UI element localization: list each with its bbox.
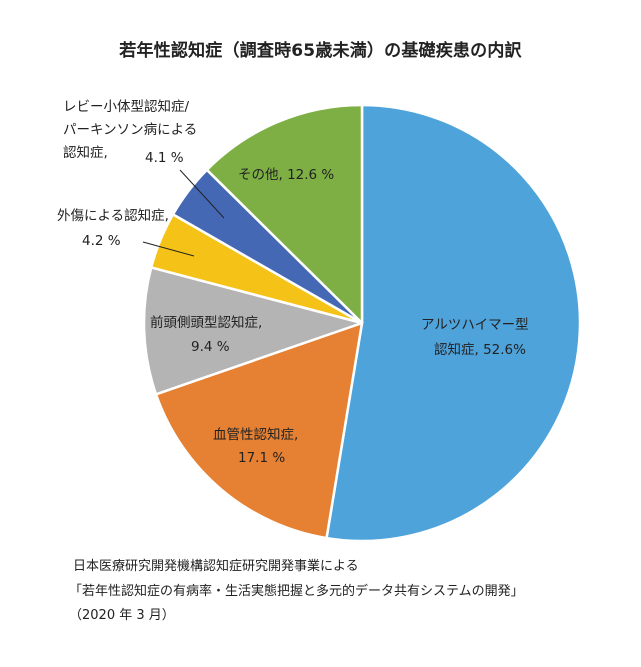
pie-slice	[142, 266, 364, 396]
label-alzheimer-line2: 認知症, 52.6%	[434, 342, 526, 358]
label-trauma-line2: 4.2 %	[82, 233, 121, 249]
label-other: その他, 12.6 %	[238, 167, 335, 183]
source-line2: 「若年性認知症の有病率・生活実態把握と多元的データ共有システムの開発」	[69, 584, 524, 599]
label-lewy-line1: レビー小体型認知症/	[63, 99, 190, 115]
label-ftd-line1: 前頭側頭型認知症,	[150, 315, 263, 331]
label-ftd-line2: 9.4 %	[191, 339, 230, 355]
label-lewy-pct: 4.1 %	[145, 150, 184, 166]
pie-slice	[205, 103, 364, 325]
label-lewy-line2: パーキンソン病による	[63, 122, 198, 138]
source-line3: （2020 年 3 月）	[69, 608, 175, 623]
label-alzheimer-line1: アルツハイマー型	[421, 317, 529, 333]
leader-line-lewy	[179, 169, 225, 219]
label-lewy-line3: 認知症,	[63, 145, 108, 161]
label-vascular-line1: 血管性認知症,	[213, 427, 299, 443]
pie-slices	[142, 103, 582, 543]
chart-title: 若年性認知症（調査時65歳未満）の基礎疾患の内訳	[119, 41, 522, 61]
leader-line-trauma	[142, 241, 195, 257]
pie-slice	[325, 103, 582, 543]
label-vascular-line2: 17.1 %	[238, 450, 286, 466]
source-line1: 日本医療研究開発機構認知症研究開発事業による	[73, 559, 359, 574]
label-trauma-line1: 外傷による認知症,	[57, 208, 169, 224]
